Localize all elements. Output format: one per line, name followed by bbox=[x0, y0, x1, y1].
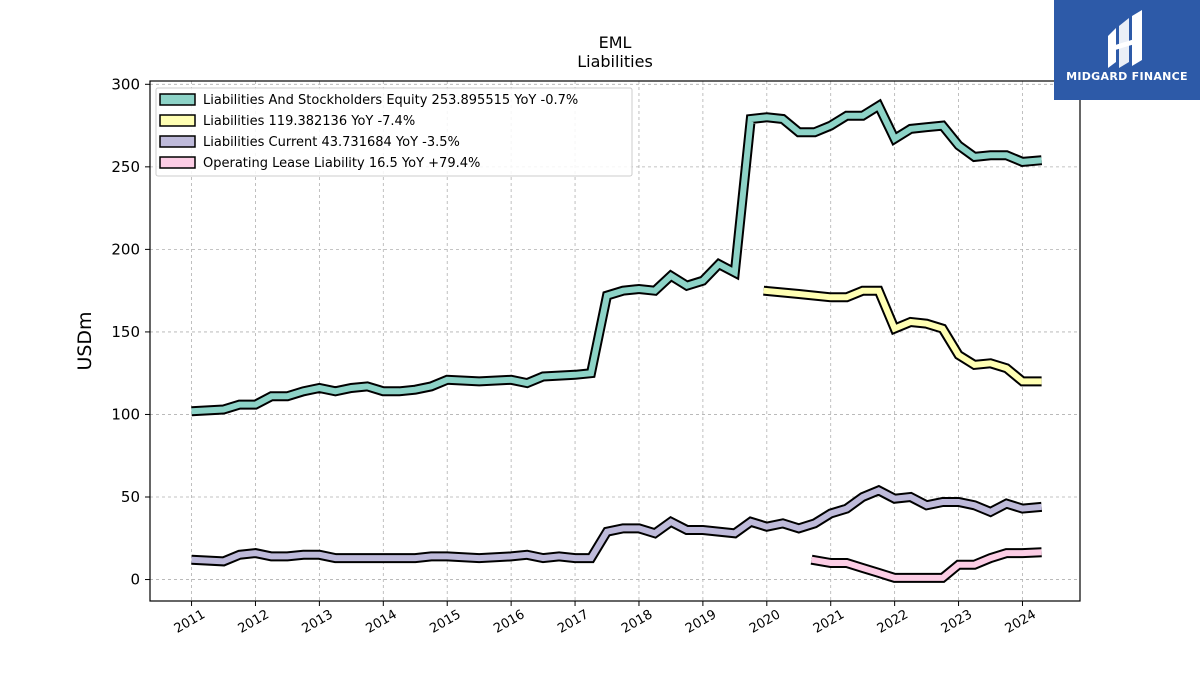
y-tick-label: 250 bbox=[111, 158, 140, 176]
legend: Liabilities And Stockholders Equity 253.… bbox=[155, 87, 633, 177]
legend-swatch-total bbox=[159, 93, 196, 106]
x-tick-label: 2023 bbox=[939, 607, 975, 637]
y-tick-label: 150 bbox=[111, 323, 140, 341]
legend-box bbox=[155, 87, 633, 177]
x-tick-label: 2011 bbox=[172, 607, 208, 637]
x-tick-label: 2015 bbox=[427, 607, 463, 637]
y-tick-label: 200 bbox=[111, 240, 140, 258]
x-tick-label: 2016 bbox=[491, 607, 527, 637]
x-tick-label: 2018 bbox=[619, 607, 655, 637]
x-tick-label: 2019 bbox=[683, 607, 719, 637]
logo-text: MIDGARD FINANCE bbox=[1066, 70, 1188, 83]
y-tick-label: 50 bbox=[121, 488, 140, 506]
legend-label-lease: Operating Lease Liability 16.5 YoY +79.4… bbox=[203, 156, 480, 171]
brand-logo: MIDGARD FINANCE bbox=[1054, 0, 1200, 100]
y-axis-label: USDm bbox=[74, 311, 96, 370]
legend-swatch-lease bbox=[159, 156, 196, 169]
series-line-1 bbox=[763, 287, 1042, 385]
series-line-3 bbox=[810, 549, 1042, 581]
legend-label-total: Liabilities And Stockholders Equity 253.… bbox=[203, 93, 578, 108]
y-tick-label: 100 bbox=[111, 405, 140, 423]
grid-layer bbox=[150, 81, 1080, 601]
legend-label-current: Liabilities Current 43.731684 YoY -3.5% bbox=[203, 135, 460, 150]
y-tick-label: 300 bbox=[111, 75, 140, 93]
x-tick-label: 2017 bbox=[555, 607, 591, 637]
legend-label-liabilities: Liabilities 119.382136 YoY -7.4% bbox=[203, 114, 415, 129]
x-tick-label: 2014 bbox=[363, 607, 399, 637]
x-tick-label: 2012 bbox=[236, 607, 272, 637]
chart-title: EML bbox=[599, 33, 632, 52]
x-tick-label: 2024 bbox=[1003, 607, 1039, 637]
series-layer bbox=[191, 98, 1043, 583]
x-tick-label: 2021 bbox=[811, 607, 847, 637]
series-line-2 bbox=[191, 487, 1042, 565]
x-tick-label: 2022 bbox=[875, 607, 911, 637]
x-tick-label: 2020 bbox=[747, 607, 783, 637]
y-tick-label: 0 bbox=[130, 571, 140, 589]
legend-swatch-liabilities bbox=[159, 114, 196, 127]
series-line-0 bbox=[191, 101, 1042, 415]
x-tick-label: 2013 bbox=[300, 607, 336, 637]
chart-subtitle: Liabilities bbox=[577, 52, 653, 71]
plot-frame bbox=[149, 80, 1081, 602]
logo-mark-icon bbox=[1108, 10, 1142, 68]
legend-swatch-current bbox=[159, 135, 196, 148]
